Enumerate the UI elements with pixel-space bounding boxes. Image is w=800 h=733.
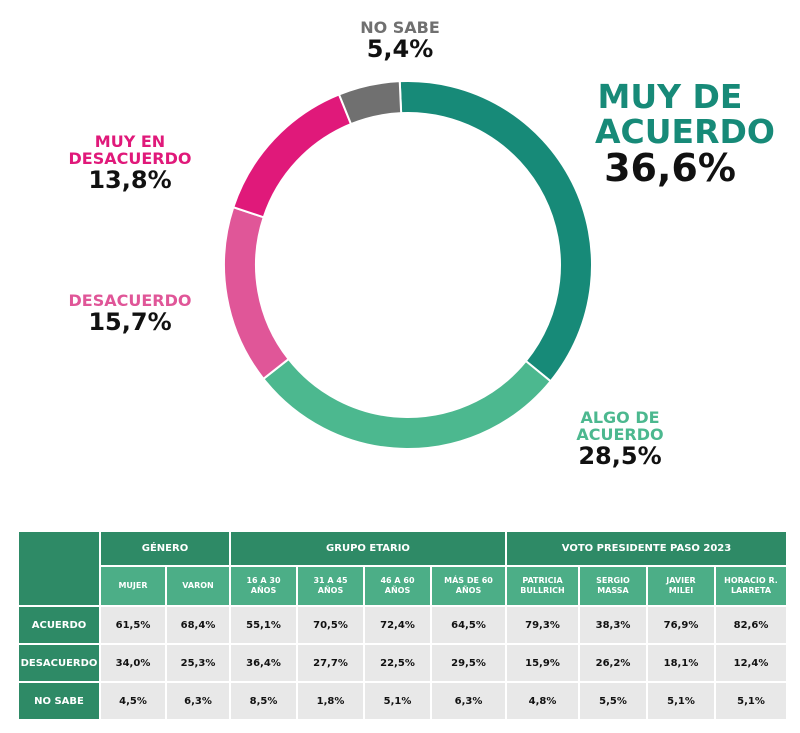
donut-slice-3 xyxy=(232,93,353,219)
slice-label: MUY EN DESACUERDO xyxy=(68,132,192,168)
table-cell: 64,5% xyxy=(430,605,507,645)
slice-value: 15,7% xyxy=(88,307,172,336)
slice-value: 36,6% xyxy=(604,146,736,191)
table-row: DESACUERDO 34,0% 25,3% 36,4% 27,7% 22,5% 29,5%… xyxy=(17,643,788,683)
column-header: 31 A 45 AÑOS xyxy=(296,565,365,607)
table-cell: 5,1% xyxy=(646,681,716,721)
column-header: JAVIER MILEI xyxy=(646,565,716,607)
column-header-line: 16 A 30 xyxy=(246,576,281,585)
column-header: MÁS DE 60 AÑOS xyxy=(430,565,507,607)
row-label: ACUERDO xyxy=(17,605,101,645)
column-header-line: AÑOS xyxy=(317,586,344,595)
table-cell: 5,1% xyxy=(714,681,788,721)
table-cell: 68,4% xyxy=(165,605,231,645)
table-cell: 18,1% xyxy=(646,643,716,683)
slice-label: NO SABE xyxy=(360,18,440,37)
table-cell: 4,8% xyxy=(505,681,580,721)
group-header: VOTO PRESIDENTE PASO 2023 xyxy=(505,530,788,567)
table-cell: 82,6% xyxy=(714,605,788,645)
column-header: SERGIO MASSA xyxy=(578,565,648,607)
table-cell: 6,3% xyxy=(165,681,231,721)
column-header-line: MASSA xyxy=(597,586,629,595)
table-cell: 15,9% xyxy=(505,643,580,683)
slice-label: DESACUERDO xyxy=(68,291,192,310)
table-corner xyxy=(17,530,101,607)
table-cell: 5,5% xyxy=(578,681,648,721)
donut-slice-1 xyxy=(262,357,553,450)
column-header-line: HORACIO R. xyxy=(724,576,778,585)
column-header-line: LARRETA xyxy=(730,586,772,595)
table-cell: 76,9% xyxy=(646,605,716,645)
table-cell: 8,5% xyxy=(229,681,298,721)
column-header-line: AÑOS xyxy=(384,586,411,595)
table-cell: 27,7% xyxy=(296,643,365,683)
table-cell: 72,4% xyxy=(363,605,432,645)
group-header: GRUPO ETARIO xyxy=(229,530,507,567)
column-header: MUJER xyxy=(99,565,167,607)
table-cell: 25,3% xyxy=(165,643,231,683)
table-cell: 26,2% xyxy=(578,643,648,683)
column-header-line: MÁS DE 60 xyxy=(444,576,493,585)
table-cell: 36,4% xyxy=(229,643,298,683)
table-cell: 12,4% xyxy=(714,643,788,683)
column-header-line: 31 A 45 xyxy=(313,576,348,585)
table-cell: 6,3% xyxy=(430,681,507,721)
row-label: NO SABE xyxy=(17,681,101,721)
table-cell: 79,3% xyxy=(505,605,580,645)
table-cell: 61,5% xyxy=(99,605,167,645)
table-row: ACUERDO 61,5% 68,4% 55,1% 70,5% 72,4% 64,5% 79,… xyxy=(17,605,788,645)
donut-slice-4 xyxy=(337,80,403,126)
column-header-line: 46 A 60 xyxy=(380,576,415,585)
row-label: DESACUERDO xyxy=(17,643,101,683)
table-cell: 38,3% xyxy=(578,605,648,645)
column-header-line: PATRICIA xyxy=(522,576,563,585)
slice-value: 5,4% xyxy=(366,34,434,63)
table-cell: 22,5% xyxy=(363,643,432,683)
donut-slice-2 xyxy=(223,205,290,381)
slice-label: ALGO DE ACUERDO xyxy=(576,408,664,444)
label-algo-de-acuerdo: ALGO DE ACUERDO 28,5% xyxy=(540,408,700,470)
column-header: 46 A 60 AÑOS xyxy=(363,565,432,607)
label-muy-de-acuerdo: MUY DE ACUERDO 36,6% xyxy=(570,77,775,191)
column-header-line: JAVIER xyxy=(666,576,696,585)
table-cell: 4,5% xyxy=(99,681,167,721)
label-no-sabe: NO SABE 5,4% xyxy=(330,18,470,63)
slice-value: 28,5% xyxy=(578,441,662,470)
column-header-line: VARON xyxy=(182,581,214,590)
column-header-line: MILEI xyxy=(668,586,694,595)
column-header-line: SERGIO xyxy=(596,576,630,585)
table-cell: 1,8% xyxy=(296,681,365,721)
slice-value: 13,8% xyxy=(88,165,172,194)
column-header-line: MUJER xyxy=(118,581,148,590)
column-header: VARON xyxy=(165,565,231,607)
donut-chart xyxy=(223,80,593,450)
column-header: HORACIO R. LARRETA xyxy=(714,565,788,607)
label-muy-en-desacuerdo: MUY EN DESACUERDO 13,8% xyxy=(35,132,225,194)
column-header: PATRICIA BULLRICH xyxy=(505,565,580,607)
table-cell: 55,1% xyxy=(229,605,298,645)
table-cell: 29,5% xyxy=(430,643,507,683)
column-header-line: BULLRICH xyxy=(520,586,565,595)
table-cell: 70,5% xyxy=(296,605,365,645)
column-header: 16 A 30 AÑOS xyxy=(229,565,298,607)
donut-slice-0 xyxy=(398,80,593,383)
table-cell: 5,1% xyxy=(363,681,432,721)
slice-label: MUY DE ACUERDO xyxy=(595,77,775,151)
label-desacuerdo: DESACUERDO 15,7% xyxy=(40,291,220,336)
column-header-line: AÑOS xyxy=(455,586,482,595)
column-header-line: AÑOS xyxy=(250,586,277,595)
table-row: NO SABE 4,5% 6,3% 8,5% 1,8% 5,1% 6,3% 4,8% 5,5% 5… xyxy=(17,681,788,721)
group-header: GÉNERO xyxy=(99,530,231,567)
table-cell: 34,0% xyxy=(99,643,167,683)
crosstab-table: GÉNERO GRUPO ETARIO VOTO PRESIDENTE PASO 2… xyxy=(17,530,788,721)
